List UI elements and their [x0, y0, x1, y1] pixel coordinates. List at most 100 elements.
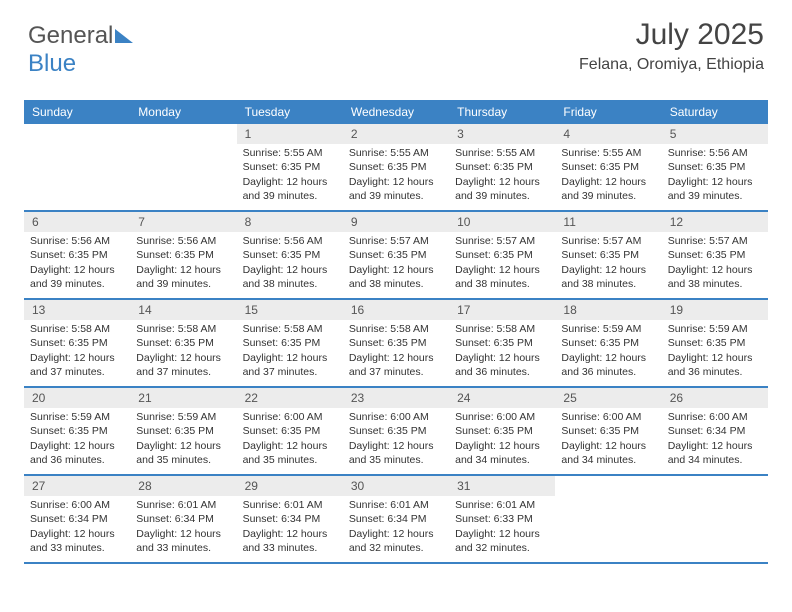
calendar: Sunday Monday Tuesday Wednesday Thursday… [24, 100, 768, 564]
day-body: Sunrise: 5:58 AMSunset: 6:35 PMDaylight:… [130, 320, 236, 383]
sunset-text: Sunset: 6:35 PM [243, 424, 337, 438]
day-number: 26 [662, 388, 768, 408]
week-row: 1Sunrise: 5:55 AMSunset: 6:35 PMDaylight… [24, 124, 768, 212]
sunset-text: Sunset: 6:35 PM [349, 248, 443, 262]
sunrise-text: Sunrise: 6:00 AM [668, 410, 762, 424]
day-cell: 6Sunrise: 5:56 AMSunset: 6:35 PMDaylight… [24, 212, 130, 298]
daylight-text: Daylight: 12 hours and 36 minutes. [455, 351, 549, 379]
day-cell: 12Sunrise: 5:57 AMSunset: 6:35 PMDayligh… [662, 212, 768, 298]
daylight-text: Daylight: 12 hours and 34 minutes. [668, 439, 762, 467]
sunrise-text: Sunrise: 6:00 AM [561, 410, 655, 424]
day-header: Sunday [24, 100, 130, 124]
day-body: Sunrise: 5:55 AMSunset: 6:35 PMDaylight:… [555, 144, 661, 207]
sunset-text: Sunset: 6:35 PM [668, 336, 762, 350]
sunrise-text: Sunrise: 5:59 AM [136, 410, 230, 424]
sunrise-text: Sunrise: 5:55 AM [561, 146, 655, 160]
sunset-text: Sunset: 6:35 PM [30, 424, 124, 438]
sunrise-text: Sunrise: 5:56 AM [136, 234, 230, 248]
day-body: Sunrise: 6:00 AMSunset: 6:35 PMDaylight:… [343, 408, 449, 471]
sunrise-text: Sunrise: 5:59 AM [561, 322, 655, 336]
sunset-text: Sunset: 6:35 PM [136, 336, 230, 350]
day-number: 17 [449, 300, 555, 320]
day-number: 11 [555, 212, 661, 232]
sunset-text: Sunset: 6:34 PM [349, 512, 443, 526]
sunrise-text: Sunrise: 6:01 AM [243, 498, 337, 512]
daylight-text: Daylight: 12 hours and 39 minutes. [668, 175, 762, 203]
daylight-text: Daylight: 12 hours and 39 minutes. [349, 175, 443, 203]
daylight-text: Daylight: 12 hours and 36 minutes. [30, 439, 124, 467]
day-body: Sunrise: 6:01 AMSunset: 6:34 PMDaylight:… [130, 496, 236, 559]
logo: General Blue [28, 22, 133, 78]
day-cell: 7Sunrise: 5:56 AMSunset: 6:35 PMDaylight… [130, 212, 236, 298]
day-number: 23 [343, 388, 449, 408]
day-cell: 30Sunrise: 6:01 AMSunset: 6:34 PMDayligh… [343, 476, 449, 562]
day-number: 27 [24, 476, 130, 496]
daylight-text: Daylight: 12 hours and 39 minutes. [30, 263, 124, 291]
day-body: Sunrise: 5:59 AMSunset: 6:35 PMDaylight:… [662, 320, 768, 383]
sunrise-text: Sunrise: 5:58 AM [243, 322, 337, 336]
sunset-text: Sunset: 6:35 PM [349, 424, 443, 438]
sunset-text: Sunset: 6:35 PM [243, 248, 337, 262]
day-header: Friday [555, 100, 661, 124]
day-number: 21 [130, 388, 236, 408]
sunset-text: Sunset: 6:35 PM [455, 248, 549, 262]
day-number: 13 [24, 300, 130, 320]
daylight-text: Daylight: 12 hours and 39 minutes. [243, 175, 337, 203]
sunrise-text: Sunrise: 6:00 AM [349, 410, 443, 424]
sunset-text: Sunset: 6:34 PM [243, 512, 337, 526]
day-number: 18 [555, 300, 661, 320]
sunrise-text: Sunrise: 5:57 AM [561, 234, 655, 248]
day-body: Sunrise: 5:55 AMSunset: 6:35 PMDaylight:… [237, 144, 343, 207]
sunrise-text: Sunrise: 5:58 AM [136, 322, 230, 336]
day-cell: 24Sunrise: 6:00 AMSunset: 6:35 PMDayligh… [449, 388, 555, 474]
day-body: Sunrise: 5:58 AMSunset: 6:35 PMDaylight:… [24, 320, 130, 383]
day-body: Sunrise: 5:56 AMSunset: 6:35 PMDaylight:… [662, 144, 768, 207]
page-title: July 2025 [579, 18, 764, 52]
daylight-text: Daylight: 12 hours and 35 minutes. [349, 439, 443, 467]
day-body: Sunrise: 6:00 AMSunset: 6:34 PMDaylight:… [662, 408, 768, 471]
day-body: Sunrise: 5:59 AMSunset: 6:35 PMDaylight:… [24, 408, 130, 471]
sunrise-text: Sunrise: 6:01 AM [136, 498, 230, 512]
day-number: 4 [555, 124, 661, 144]
day-body: Sunrise: 6:01 AMSunset: 6:33 PMDaylight:… [449, 496, 555, 559]
sunrise-text: Sunrise: 6:01 AM [349, 498, 443, 512]
day-body: Sunrise: 6:00 AMSunset: 6:34 PMDaylight:… [24, 496, 130, 559]
day-body: Sunrise: 5:57 AMSunset: 6:35 PMDaylight:… [662, 232, 768, 295]
day-cell: 2Sunrise: 5:55 AMSunset: 6:35 PMDaylight… [343, 124, 449, 210]
sunset-text: Sunset: 6:35 PM [455, 336, 549, 350]
day-header-row: Sunday Monday Tuesday Wednesday Thursday… [24, 100, 768, 124]
daylight-text: Daylight: 12 hours and 35 minutes. [243, 439, 337, 467]
logo-text-1: General [28, 22, 113, 49]
day-cell: 1Sunrise: 5:55 AMSunset: 6:35 PMDaylight… [237, 124, 343, 210]
day-header: Monday [130, 100, 236, 124]
day-cell: 20Sunrise: 5:59 AMSunset: 6:35 PMDayligh… [24, 388, 130, 474]
sunset-text: Sunset: 6:35 PM [30, 336, 124, 350]
sunrise-text: Sunrise: 5:57 AM [455, 234, 549, 248]
logo-triangle-icon [115, 29, 133, 43]
sunset-text: Sunset: 6:35 PM [349, 336, 443, 350]
day-number: 12 [662, 212, 768, 232]
day-body: Sunrise: 6:00 AMSunset: 6:35 PMDaylight:… [449, 408, 555, 471]
day-cell: 18Sunrise: 5:59 AMSunset: 6:35 PMDayligh… [555, 300, 661, 386]
sunrise-text: Sunrise: 5:55 AM [455, 146, 549, 160]
day-cell: 29Sunrise: 6:01 AMSunset: 6:34 PMDayligh… [237, 476, 343, 562]
sunrise-text: Sunrise: 6:00 AM [455, 410, 549, 424]
daylight-text: Daylight: 12 hours and 34 minutes. [561, 439, 655, 467]
day-cell [662, 476, 768, 562]
sunset-text: Sunset: 6:35 PM [136, 424, 230, 438]
daylight-text: Daylight: 12 hours and 37 minutes. [243, 351, 337, 379]
daylight-text: Daylight: 12 hours and 38 minutes. [243, 263, 337, 291]
daylight-text: Daylight: 12 hours and 39 minutes. [136, 263, 230, 291]
day-number: 1 [237, 124, 343, 144]
sunset-text: Sunset: 6:35 PM [243, 336, 337, 350]
day-body: Sunrise: 5:59 AMSunset: 6:35 PMDaylight:… [555, 320, 661, 383]
day-body: Sunrise: 5:58 AMSunset: 6:35 PMDaylight:… [343, 320, 449, 383]
day-body: Sunrise: 6:01 AMSunset: 6:34 PMDaylight:… [343, 496, 449, 559]
day-number: 20 [24, 388, 130, 408]
day-cell: 16Sunrise: 5:58 AMSunset: 6:35 PMDayligh… [343, 300, 449, 386]
day-body: Sunrise: 5:56 AMSunset: 6:35 PMDaylight:… [237, 232, 343, 295]
day-cell: 4Sunrise: 5:55 AMSunset: 6:35 PMDaylight… [555, 124, 661, 210]
day-body: Sunrise: 5:56 AMSunset: 6:35 PMDaylight:… [130, 232, 236, 295]
sunset-text: Sunset: 6:34 PM [30, 512, 124, 526]
day-cell: 5Sunrise: 5:56 AMSunset: 6:35 PMDaylight… [662, 124, 768, 210]
